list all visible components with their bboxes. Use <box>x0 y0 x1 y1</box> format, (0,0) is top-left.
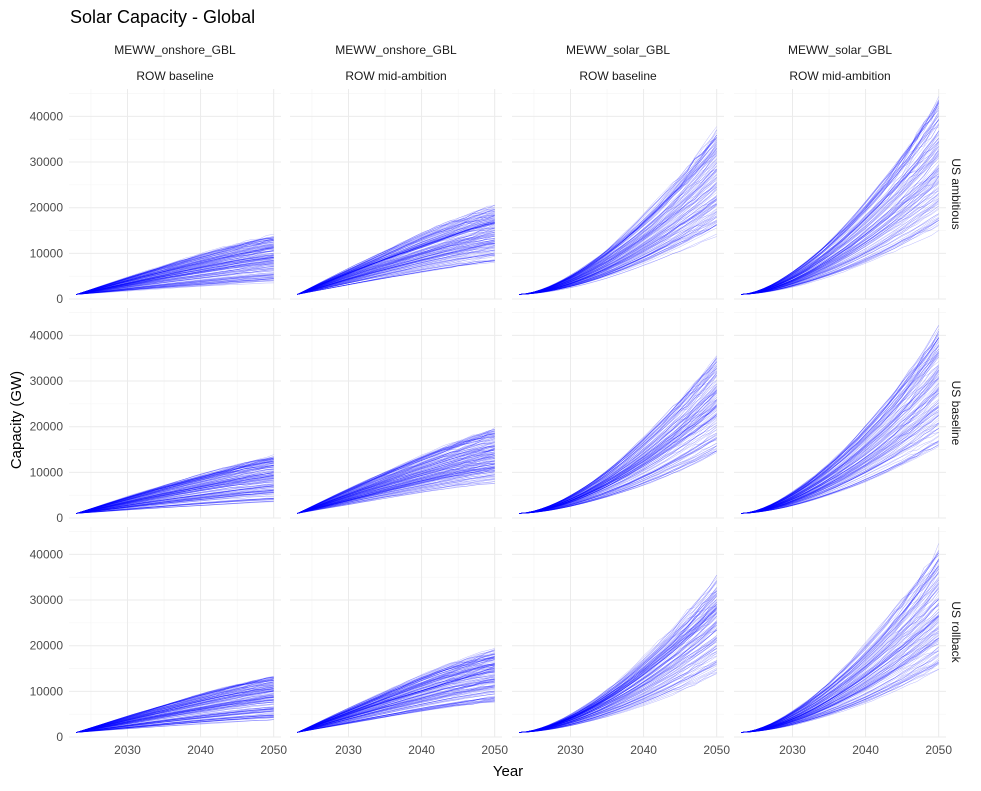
y-tick-label: 40000 <box>30 547 64 561</box>
row-strip-label: US baseline <box>949 381 963 446</box>
y-tick-label: 30000 <box>30 155 64 169</box>
x-tick-label: 2050 <box>481 743 508 757</box>
x-tick-label: 2030 <box>114 743 141 757</box>
strip-label-top: MEWW_onshore_GBL <box>114 43 236 57</box>
x-tick-label: 2030 <box>335 743 362 757</box>
facet-panel <box>512 527 724 738</box>
facet-panel <box>734 527 946 738</box>
facet-panel <box>290 308 502 519</box>
ensemble-series-lines <box>741 96 939 295</box>
y-tick-label: 40000 <box>30 109 64 123</box>
ensemble-series-lines <box>297 427 495 514</box>
x-tick-label: 2050 <box>925 743 952 757</box>
ensemble-series-lines <box>297 648 495 733</box>
facet-panel <box>69 89 281 300</box>
x-tick-label: 2040 <box>630 743 657 757</box>
strip-label-bottom: ROW mid-ambition <box>789 69 890 83</box>
ensemble-series-lines <box>741 543 939 733</box>
ensemble-series-lines <box>519 126 717 295</box>
y-tick-label: 10000 <box>30 246 64 260</box>
strip-label-top: MEWW_onshore_GBL <box>335 43 457 57</box>
x-tick-label: 2050 <box>260 743 287 757</box>
strip-label-bottom: ROW mid-ambition <box>345 69 446 83</box>
ensemble-series-lines <box>519 355 717 514</box>
facet-panel <box>512 89 724 300</box>
y-tick-label: 0 <box>56 730 63 744</box>
y-tick-label: 40000 <box>30 328 64 342</box>
ensemble-series-lines <box>741 325 939 514</box>
ensemble-series-lines <box>76 233 274 295</box>
ensemble-series-lines <box>297 204 495 295</box>
y-tick-label: 20000 <box>30 420 64 434</box>
x-tick-label: 2040 <box>187 743 214 757</box>
row-strip-label: US rollback <box>949 601 963 663</box>
y-tick-label: 30000 <box>30 374 64 388</box>
x-tick-label: 2040 <box>852 743 879 757</box>
strip-label-top: MEWW_solar_GBL <box>788 43 892 57</box>
facet-panel <box>512 308 724 519</box>
x-axis-title: Year <box>493 763 523 780</box>
y-axis-title: Capacity (GW) <box>8 371 25 469</box>
facet-panels: MEWW_onshore_GBL ROW baseline MEWW_onshore… <box>30 43 963 757</box>
y-tick-label: 0 <box>56 292 63 306</box>
facet-panel <box>290 527 502 738</box>
ensemble-series-lines <box>76 454 274 514</box>
x-tick-label: 2040 <box>408 743 435 757</box>
y-tick-label: 0 <box>56 511 63 525</box>
strip-label-bottom: ROW baseline <box>136 69 214 83</box>
y-tick-label: 10000 <box>30 684 64 698</box>
x-tick-label: 2030 <box>779 743 806 757</box>
x-tick-label: 2030 <box>557 743 584 757</box>
facet-panel <box>290 89 502 300</box>
y-tick-label: 20000 <box>30 201 64 215</box>
strip-label-bottom: ROW baseline <box>579 69 657 83</box>
facet-panel <box>69 308 281 519</box>
facet-panel <box>734 308 946 519</box>
x-tick-label: 2050 <box>703 743 730 757</box>
y-tick-label: 20000 <box>30 639 64 653</box>
ensemble-series-lines <box>76 676 274 733</box>
strip-label-top: MEWW_solar_GBL <box>566 43 670 57</box>
chart-title: Solar Capacity - Global <box>70 7 255 27</box>
row-strip-label: US ambitious <box>949 158 963 229</box>
y-tick-label: 10000 <box>30 465 64 479</box>
facet-panel <box>69 527 281 738</box>
y-tick-label: 30000 <box>30 593 64 607</box>
ensemble-series-lines <box>519 574 717 733</box>
facet-panel <box>734 89 946 300</box>
